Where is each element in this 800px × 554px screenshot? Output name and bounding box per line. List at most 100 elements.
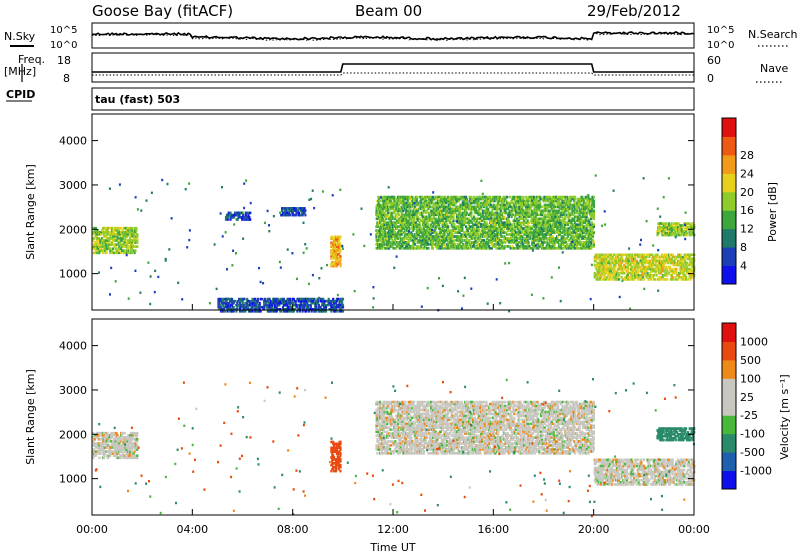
echo-cell [532, 243, 535, 246]
echo-cell [418, 239, 421, 242]
echo-cell [511, 229, 514, 232]
echo-cell [438, 233, 442, 236]
echo-cell [457, 247, 460, 250]
echo-cell [92, 233, 95, 236]
echo-cell [548, 199, 552, 203]
echo-cell [111, 247, 115, 250]
echo-cell [115, 249, 118, 252]
echo-cell [485, 221, 488, 224]
freq-tick-top: 18 [57, 54, 71, 67]
echo-cell [575, 231, 578, 234]
echo-cell [451, 233, 454, 236]
echo-cell [411, 233, 414, 236]
echo-cell [466, 245, 469, 248]
echo-cell [111, 251, 114, 255]
echo-cell [113, 237, 116, 240]
echo-cell [410, 235, 413, 238]
echo-cell [557, 201, 561, 205]
echo-cell [421, 243, 425, 246]
echo-cell [489, 237, 493, 240]
echo-cell [563, 205, 566, 209]
echo-cell [540, 205, 544, 209]
echo-cell [449, 239, 452, 242]
echo-cell [442, 215, 445, 219]
echo-cell [398, 233, 401, 236]
echo-cell [97, 249, 100, 252]
echo-cell [573, 217, 576, 221]
echo-cell [421, 195, 424, 199]
echo-cell [527, 197, 530, 201]
echo-cell [136, 241, 139, 244]
echo-cell [507, 241, 510, 244]
echo-cell [444, 245, 447, 248]
beam-title: Beam 00 [355, 2, 422, 20]
echo-cell [249, 211, 252, 215]
echo-cell [511, 197, 514, 201]
echo-cell [457, 197, 460, 201]
echo-cell [498, 207, 502, 211]
echo-cell [388, 215, 391, 219]
echo-cell [421, 203, 424, 207]
echo-cell [553, 217, 556, 221]
echo-cell [406, 247, 409, 250]
echo-cell [281, 209, 284, 212]
echo-cell [578, 207, 581, 211]
echo-cell [475, 245, 478, 248]
echo-cell [481, 229, 485, 232]
echo-cell [394, 231, 397, 234]
echo-cell [427, 233, 430, 236]
echo-cell [424, 197, 427, 201]
echo-cell [431, 243, 434, 246]
nsearch-label: N.Search [748, 28, 798, 41]
echo-cell [118, 239, 121, 242]
echo-cell [546, 209, 549, 213]
echo-cell [430, 239, 433, 242]
echo-cell [452, 241, 455, 244]
echo-cell [574, 197, 577, 201]
echo-cell [550, 201, 553, 205]
nsky-label: N.Sky [4, 30, 36, 43]
echo-cell [411, 195, 414, 199]
echo-cell [420, 227, 423, 230]
echo-cell [504, 197, 507, 201]
echo-cell [380, 229, 383, 232]
echo-cell [555, 197, 558, 201]
echo-cell [501, 241, 504, 244]
echo-cell [331, 260, 334, 264]
echo-cell [420, 235, 423, 238]
echo-cell [388, 239, 391, 242]
echo-cell [424, 229, 427, 232]
echo-cell [339, 262, 342, 266]
echo-cell [456, 235, 459, 238]
echo-cell [472, 219, 476, 222]
echo-cell [492, 205, 495, 209]
echo-cell [553, 197, 556, 201]
echo-cell [490, 209, 493, 213]
echo-cell [522, 217, 525, 221]
echo-cell [517, 197, 520, 201]
echo-cell [518, 223, 521, 226]
echo-cell [498, 199, 501, 203]
echo-cell [532, 235, 535, 238]
echo-cell [499, 203, 502, 207]
echo-cell [425, 233, 428, 236]
echo-cell [452, 213, 455, 217]
echo-cell [391, 231, 394, 234]
echo-cell [579, 225, 582, 228]
echo-cell [436, 197, 439, 201]
echo-cell [249, 218, 252, 221]
echo-cell [489, 241, 492, 244]
echo-cell [452, 217, 455, 221]
echo-cell [438, 229, 442, 232]
echo-cell [495, 233, 498, 236]
echo-cell [519, 211, 522, 215]
echo-cell [472, 199, 476, 203]
echo-cell [459, 197, 462, 201]
echo-cell [570, 245, 573, 248]
echo-cell [507, 213, 510, 217]
echo-cell [420, 205, 423, 209]
echo-cell [511, 231, 514, 234]
echo-cell [413, 207, 416, 211]
echo-cell [377, 223, 380, 226]
echo-cell [519, 233, 522, 236]
